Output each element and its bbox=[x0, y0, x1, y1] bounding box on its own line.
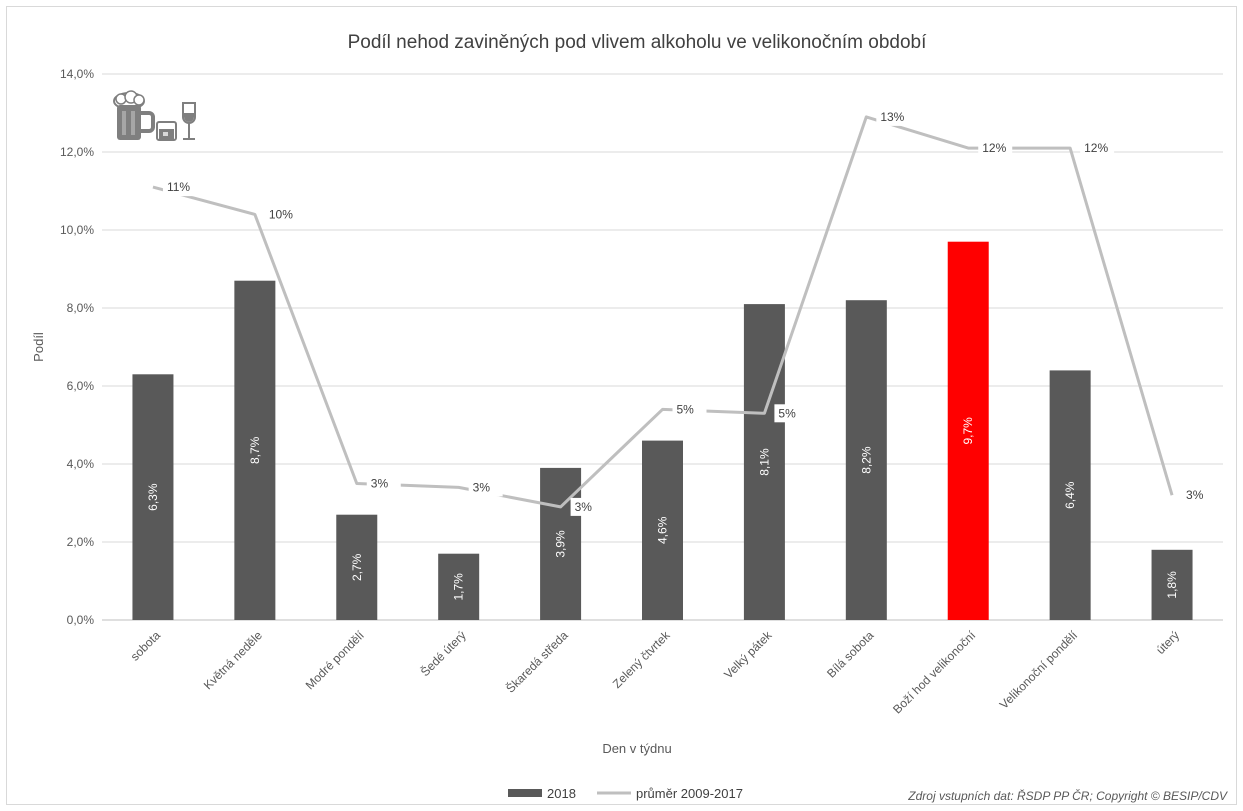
bar-data-label: 8,1% bbox=[757, 448, 771, 476]
line-data-label: 3% bbox=[473, 480, 491, 494]
bar-data-label: 2,7% bbox=[350, 553, 364, 581]
x-tick-label: Šedé úterý bbox=[417, 628, 469, 680]
y-tick-label: 10,0% bbox=[60, 223, 94, 237]
x-tick-label: úterý bbox=[1153, 628, 1182, 657]
y-axis-title: Podíl bbox=[31, 332, 46, 362]
line-data-label: 10% bbox=[269, 207, 293, 221]
bar-data-label: 4,6% bbox=[656, 516, 670, 544]
line-label-bg bbox=[366, 474, 401, 493]
line-data-label: 12% bbox=[982, 141, 1006, 155]
bar bbox=[642, 440, 683, 620]
legend-label-2018: 2018 bbox=[547, 786, 576, 801]
legend-label-average: průměr 2009-2017 bbox=[636, 786, 743, 801]
line-data-label: 3% bbox=[371, 477, 389, 491]
line-label-bg bbox=[468, 478, 503, 497]
x-tick-label: Boží hod velikonoční bbox=[890, 628, 979, 717]
y-tick-label: 12,0% bbox=[60, 145, 94, 159]
line-label-bg bbox=[876, 107, 911, 126]
source-note: Zdroj vstupních dat: ŘSDP PP ČR; Copyrig… bbox=[907, 788, 1228, 803]
x-tick-label: Modré pondělí bbox=[303, 628, 368, 693]
line-series-average: 11% 10% 3% 3% 3% 5% 5% 13% 12% 12% 3% bbox=[152, 107, 1217, 516]
x-tick-label: sobota bbox=[128, 628, 164, 664]
x-tick-label: Bílá sobota bbox=[824, 628, 877, 681]
y-tick-label: 14,0% bbox=[60, 67, 94, 81]
bar-data-label: 6,4% bbox=[1063, 481, 1077, 509]
line-label-bg bbox=[570, 497, 605, 516]
y-tick-label: 0,0% bbox=[67, 613, 95, 627]
line-data-label: 5% bbox=[677, 402, 695, 416]
bar bbox=[1151, 549, 1193, 620]
y-tick-label: 2,0% bbox=[67, 535, 95, 549]
bar-series-2018: 6,3% 8,7% 2,7% 1,7% 3,9% 4,6% 8,1% 8,2% 9,7% 6,4%… bbox=[132, 241, 1193, 620]
bar bbox=[743, 304, 785, 620]
y-tick-label: 6,0% bbox=[67, 379, 95, 393]
x-tick-label: Škaredá středa bbox=[503, 627, 571, 695]
bar-data-label: 8,7% bbox=[248, 436, 262, 464]
bar-data-label: 3,9% bbox=[554, 530, 568, 558]
x-axis-ticks: sobota Květná neděle Modré pondělí Šedé úte… bbox=[128, 627, 1182, 716]
y-axis-ticks: 0,0% 2,0% 4,0% 6,0% 8,0% 10,0% 12,0% 14,0% bbox=[60, 67, 94, 627]
line-label-bg bbox=[978, 139, 1013, 158]
bar-data-label: 6,3% bbox=[146, 483, 160, 511]
line-label-bg bbox=[672, 400, 707, 419]
bar-data-label: 9,7% bbox=[961, 417, 975, 445]
x-tick-label: Květná neděle bbox=[201, 628, 265, 692]
bar-data-label: 8,2% bbox=[859, 446, 873, 474]
line-label-bg bbox=[774, 404, 809, 423]
legend-swatch-2018 bbox=[508, 789, 542, 797]
line-label-bg bbox=[1080, 139, 1115, 158]
bar bbox=[947, 241, 989, 620]
y-tick-label: 8,0% bbox=[67, 301, 95, 315]
bar bbox=[1049, 370, 1091, 620]
line-data-label: 13% bbox=[880, 110, 904, 124]
bar-data-label: 1,7% bbox=[452, 573, 466, 601]
chart-title: Podíl nehod zaviněných pod vlivem alkoho… bbox=[348, 32, 928, 53]
bar bbox=[336, 514, 378, 620]
bar bbox=[234, 280, 276, 620]
line-data-label: 5% bbox=[778, 406, 796, 420]
legend: 2018 průměr 2009-2017 bbox=[508, 786, 743, 801]
chart-svg: Podíl nehod zaviněných pod vlivem alkoho… bbox=[31, 32, 1228, 803]
line-label-bg bbox=[264, 205, 299, 224]
x-axis-title: Den v týdnu bbox=[602, 741, 671, 756]
line-data-label: 3% bbox=[575, 500, 593, 514]
x-tick-label: Zelený čtvrtek bbox=[610, 628, 673, 691]
chart-frame: Podíl nehod zaviněných pod vlivem alkoho… bbox=[6, 6, 1237, 805]
line-data-label: 11% bbox=[167, 180, 190, 194]
line-data-label: 3% bbox=[1186, 488, 1204, 502]
y-tick-label: 4,0% bbox=[67, 457, 95, 471]
bar bbox=[438, 553, 480, 620]
line-label-bg bbox=[162, 178, 197, 197]
bar bbox=[132, 374, 174, 620]
bar-data-label: 1,8% bbox=[1165, 571, 1179, 599]
line-label-bg bbox=[1182, 486, 1217, 505]
x-tick-label: Velký pátek bbox=[721, 628, 775, 682]
beer-mug-glass-wine-icon bbox=[113, 90, 196, 141]
line-data-label: 12% bbox=[1084, 141, 1108, 155]
x-tick-label: Velikonoční pondělí bbox=[997, 628, 1081, 712]
bar bbox=[845, 300, 887, 620]
